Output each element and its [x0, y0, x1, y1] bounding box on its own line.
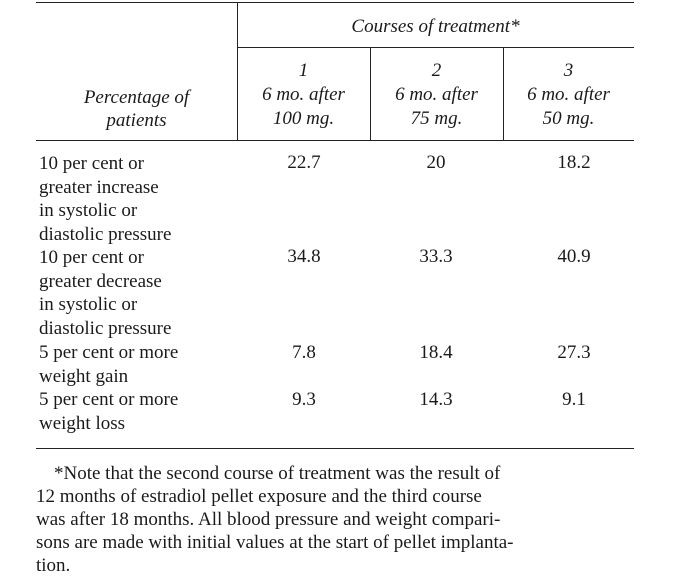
- column-header-3-line2: 50 mg.: [542, 108, 595, 129]
- column-header-2-line2: 75 mg.: [410, 108, 463, 129]
- spanner-header: Courses of treatment*: [351, 16, 520, 37]
- header-vrule-col2: [503, 47, 504, 140]
- footnote-line1: *Note that the second course of treatmen…: [54, 463, 501, 484]
- row-4-label-line1: 5 per cent or more: [39, 389, 179, 410]
- row-3-label-line2: weight gain: [39, 365, 129, 387]
- row-2-label-line3: in systolic or: [39, 294, 138, 315]
- row-1-label-line4: diastolic pressure: [39, 223, 172, 245]
- row-1-label-line1: 10 per cent or: [39, 153, 144, 174]
- column-header-3-number: 3: [563, 60, 574, 81]
- row-3-label-line1: 5 per cent or more: [39, 342, 179, 363]
- row-1-label-line2: greater increase: [39, 176, 159, 198]
- row-3-col-1-value: 7.8: [292, 342, 316, 363]
- row-2-col-3-value: 40.9: [557, 246, 591, 267]
- row-2-col-1-value: 34.8: [287, 246, 321, 267]
- footnote-line3: was after 18 months. All blood pressure …: [36, 509, 501, 530]
- spanner-rule: [237, 47, 634, 48]
- row-2-label-line2: greater decrease: [39, 270, 162, 292]
- column-header-2-number: 2: [431, 60, 442, 81]
- column-header-1-number: 1: [298, 60, 309, 81]
- row-3-col-2-value: 18.4: [419, 342, 453, 363]
- row-1-col-3-value: 18.2: [557, 152, 591, 173]
- row-4-col-1-value: 9.3: [292, 389, 316, 410]
- column-header-3-line1: 6 mo. after: [527, 84, 610, 105]
- column-header-1-line2: 100 mg.: [272, 108, 335, 129]
- footnote-line5: tion.: [36, 555, 71, 576]
- table-top-rule: [36, 2, 634, 3]
- row-4-col-3-value: 9.1: [562, 389, 586, 410]
- row-1-col-2-value: 20: [426, 152, 446, 173]
- header-vrule-col1: [370, 47, 371, 140]
- footnote-line4: sons are made with initial values at the…: [36, 532, 514, 553]
- footnote: *Note that the second course of treatmen…: [36, 462, 634, 577]
- table-bottom-rule: [36, 448, 634, 449]
- row-1-col-1-value: 22.7: [287, 152, 321, 173]
- row-2-label: 10 per cent or greater decrease in systo…: [39, 246, 249, 340]
- stub-header-line1: Percentage of: [83, 87, 190, 108]
- header-vrule-stub: [237, 2, 238, 140]
- footnote-line2: 12 months of estradiol pellet exposure a…: [36, 486, 482, 507]
- row-2-label-line1: 10 per cent or: [39, 247, 144, 268]
- stub-header-line2: patients: [106, 110, 167, 131]
- column-header-2-line1: 6 mo. after: [395, 84, 478, 105]
- header-bottom-rule: [36, 140, 634, 141]
- row-2-col-2-value: 33.3: [419, 246, 453, 267]
- row-1-label: 10 per cent or greater increase in systo…: [39, 152, 249, 246]
- row-2-label-line4: diastolic pressure: [39, 317, 172, 339]
- column-header-1-line1: 6 mo. after: [262, 84, 345, 105]
- row-4-label: 5 per cent or more weight loss: [39, 388, 249, 435]
- row-4-label-line2: weight loss: [39, 412, 126, 434]
- row-3-col-3-value: 27.3: [557, 342, 591, 363]
- row-1-label-line3: in systolic or: [39, 200, 138, 221]
- row-4-col-2-value: 14.3: [419, 389, 453, 410]
- row-3-label: 5 per cent or more weight gain: [39, 341, 249, 388]
